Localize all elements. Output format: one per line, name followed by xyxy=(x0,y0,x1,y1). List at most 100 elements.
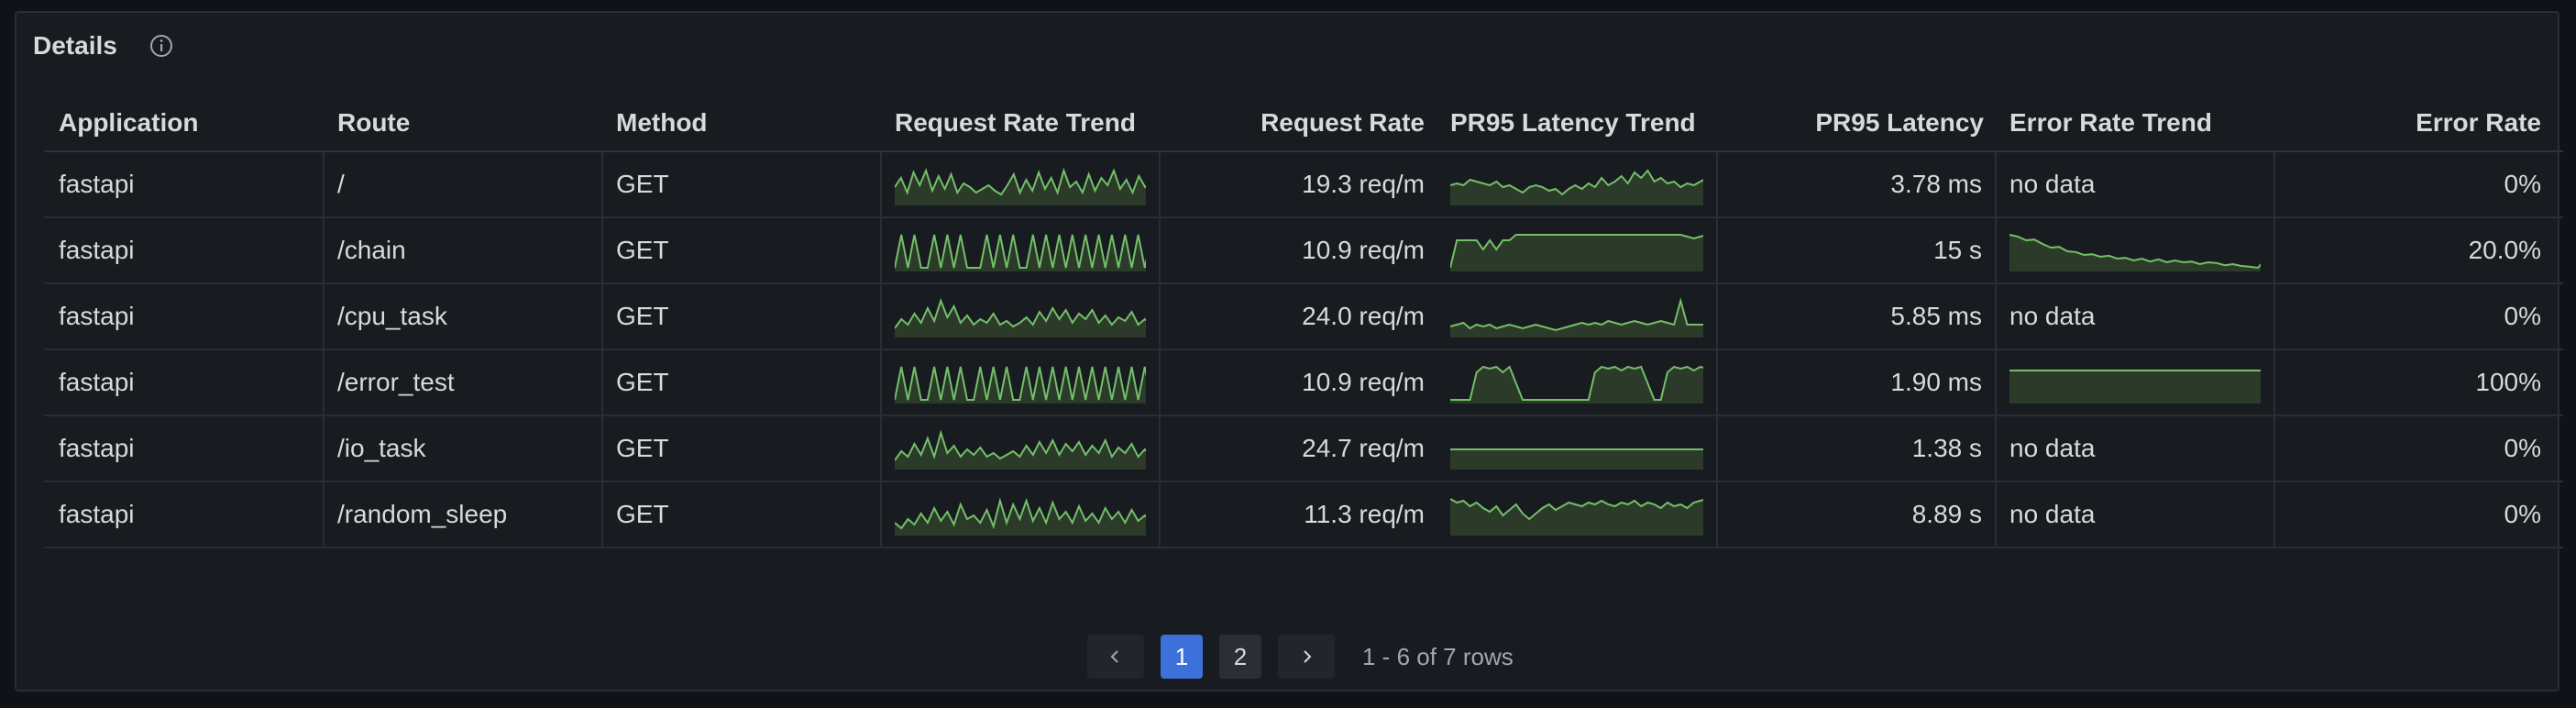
table-row[interactable]: fastapi / GET 19.3 req/m 3.78 ms no data 0% xyxy=(44,152,2563,218)
cell-route: / xyxy=(325,152,603,216)
page-button-2[interactable]: 2 xyxy=(1219,635,1261,679)
table-row[interactable]: fastapi/error_test GET 10.9 req/m 1.90 ms 10… xyxy=(44,350,2563,416)
cell-error-rate: 0% xyxy=(2504,500,2541,528)
no-data-text: no data xyxy=(2009,302,2096,330)
pagination-summary: 1 - 6 of 7 rows xyxy=(1362,642,1514,670)
cell-request-rate-trend xyxy=(882,416,1161,481)
table-row[interactable]: fastapi/random_sleep GET 11.3 req/m 8.89 s n… xyxy=(44,482,2563,548)
cell-request-rate: 10.9 req/m xyxy=(1302,368,1425,396)
no-data-text: no data xyxy=(2009,500,2096,528)
error-rate-sparkline-line xyxy=(2009,234,2261,270)
latency-sparkline xyxy=(1450,297,1703,337)
request-rate-sparkline-line xyxy=(895,497,1146,530)
request-rate-sparkline xyxy=(895,366,1146,404)
cell-route: /cpu_task xyxy=(325,284,603,348)
column-header-method[interactable]: Method xyxy=(616,108,708,137)
cell-error-rate-trend xyxy=(1997,218,2275,282)
cell-route: /random_sleep xyxy=(325,482,603,547)
latency-sparkline-line xyxy=(1450,498,1703,521)
cell-latency: 8.89 s xyxy=(1718,482,1997,547)
panel-title: Details xyxy=(33,31,117,60)
column-header-error-rate-trend[interactable]: Error Rate Trend xyxy=(2009,108,2212,137)
cell-latency-trend xyxy=(1437,482,1718,547)
cell-method: GET xyxy=(603,152,882,216)
cell-request-rate: 19.3 req/m xyxy=(1302,170,1425,198)
request-rate-sparkline-line xyxy=(895,429,1146,461)
request-rate-sparkline xyxy=(895,234,1146,271)
cell-request-rate: 10.9 req/m xyxy=(1302,236,1425,264)
column-header-request-rate[interactable]: Request Rate xyxy=(1260,108,1425,137)
cell-request-rate: 24.7 req/m xyxy=(1302,434,1425,462)
latency-sparkline-line xyxy=(1450,169,1703,196)
request-rate-sparkline-area xyxy=(895,433,1146,470)
page-button-1[interactable]: 1 xyxy=(1161,635,1203,679)
cell-latency-trend xyxy=(1437,152,1718,216)
latency-sparkline-area xyxy=(1450,301,1703,337)
latency-sparkline-line xyxy=(1450,234,1703,269)
next-page-button[interactable] xyxy=(1278,635,1335,679)
request-rate-sparkline-line xyxy=(895,298,1146,329)
no-data-text: no data xyxy=(2009,170,2096,198)
details-table: Application Route Method Request Rate Tr… xyxy=(44,95,2563,548)
cell-request-rate: 11.3 req/m xyxy=(1304,500,1425,528)
column-header-application[interactable]: Application xyxy=(59,108,199,137)
error-rate-sparkline-area xyxy=(2009,235,2261,271)
column-header-route[interactable]: Route xyxy=(337,108,411,137)
latency-sparkline-area xyxy=(1450,367,1703,404)
cell-application: fastapi xyxy=(44,416,325,481)
cell-method: GET xyxy=(603,416,882,481)
latency-sparkline xyxy=(1450,498,1703,536)
error-rate-sparkline-area xyxy=(2009,371,2261,404)
table-header-row: Application Route Method Request Rate Tr… xyxy=(44,95,2563,152)
request-rate-sparkline xyxy=(895,298,1146,337)
request-rate-sparkline-area xyxy=(895,235,1146,271)
cell-request-rate-trend xyxy=(882,284,1161,348)
no-data-text: no data xyxy=(2009,434,2096,462)
table-row[interactable]: fastapi/io_task GET 24.7 req/m 1.38 s no dat… xyxy=(44,416,2563,482)
cell-latency: 1.90 ms xyxy=(1718,350,1997,415)
cell-application: fastapi xyxy=(44,152,325,216)
latency-sparkline xyxy=(1450,234,1703,271)
latency-sparkline-area xyxy=(1450,499,1703,536)
cell-application: fastapi xyxy=(44,350,325,415)
cell-latency-trend xyxy=(1437,284,1718,348)
table-body: fastapi / GET 19.3 req/m 3.78 ms no data 0% fas… xyxy=(44,152,2563,548)
error-rate-sparkline xyxy=(2009,234,2261,271)
error-rate-sparkline xyxy=(2009,370,2261,404)
cell-error-rate-trend: no data xyxy=(1997,482,2275,547)
panel-header: Details xyxy=(33,28,174,64)
cell-method: GET xyxy=(603,482,882,547)
cell-error-rate-trend xyxy=(1997,350,2275,415)
cell-error-rate: 0% xyxy=(2504,302,2541,330)
latency-sparkline-area xyxy=(1450,235,1703,271)
cell-latency: 5.85 ms xyxy=(1718,284,1997,348)
cell-latency-trend xyxy=(1437,350,1718,415)
latency-sparkline xyxy=(1450,448,1703,470)
request-rate-sparkline xyxy=(895,497,1146,536)
cell-error-rate: 20.0% xyxy=(2468,236,2541,264)
cell-route: /io_task xyxy=(325,416,603,481)
column-header-request-rate-trend[interactable]: Request Rate Trend xyxy=(895,108,1136,137)
cell-request-rate-trend xyxy=(882,218,1161,282)
cell-method: GET xyxy=(603,350,882,415)
request-rate-sparkline-line xyxy=(895,366,1146,401)
cell-error-rate-trend: no data xyxy=(1997,416,2275,481)
cell-method: GET xyxy=(603,218,882,282)
cell-request-rate-trend xyxy=(882,482,1161,547)
chevron-right-icon xyxy=(1304,650,1312,663)
cell-error-rate: 100% xyxy=(2475,368,2541,396)
table-row[interactable]: fastapi/cpu_task GET 24.0 req/m 5.85 ms no d… xyxy=(44,284,2563,350)
column-header-pr95-latency-trend[interactable]: PR95 Latency Trend xyxy=(1450,108,1696,137)
latency-sparkline xyxy=(1450,365,1703,404)
column-header-error-rate[interactable]: Error Rate xyxy=(2416,108,2541,137)
latency-sparkline-line xyxy=(1450,365,1703,401)
latency-sparkline xyxy=(1450,169,1703,205)
prev-page-button[interactable] xyxy=(1087,635,1144,679)
cell-error-rate-trend: no data xyxy=(1997,152,2275,216)
info-circle-icon[interactable] xyxy=(149,33,174,59)
request-rate-sparkline xyxy=(895,167,1146,205)
table-row[interactable]: fastapi/chain GET 10.9 req/m 15 s 20.0% xyxy=(44,218,2563,284)
cell-application: fastapi xyxy=(44,284,325,348)
cell-method: GET xyxy=(603,284,882,348)
column-header-pr95-latency[interactable]: PR95 Latency xyxy=(1815,108,1984,137)
